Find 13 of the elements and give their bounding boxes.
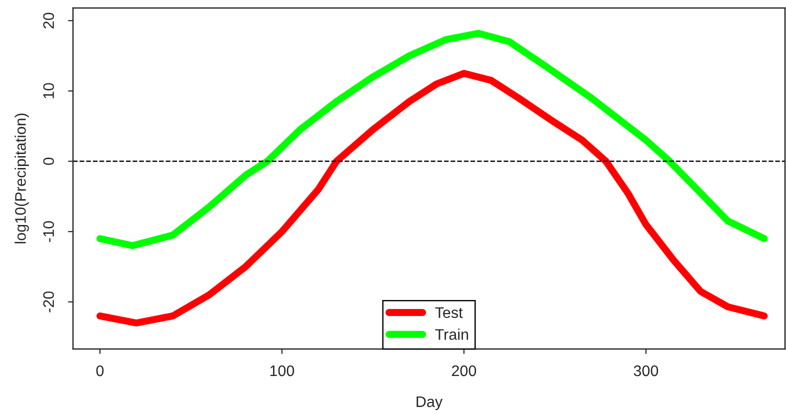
x-axis-title: Day (416, 396, 443, 410)
y-axis-title: log10(Precipitation) (14, 114, 29, 244)
x-tick-label: 300 (634, 365, 658, 376)
x-tick-label: 200 (452, 365, 476, 376)
y-tick-label: -20 (43, 291, 54, 312)
y-tick-label: 10 (43, 83, 54, 98)
y-tick-label: -10 (43, 221, 54, 242)
y-tick-label: 20 (43, 12, 54, 28)
y-tick-label: 0 (43, 158, 54, 165)
x-tick-label: 0 (96, 365, 104, 376)
x-tick-label: 100 (270, 365, 294, 376)
legend-label: Test (435, 307, 463, 318)
legend-label: Train (435, 328, 468, 340)
